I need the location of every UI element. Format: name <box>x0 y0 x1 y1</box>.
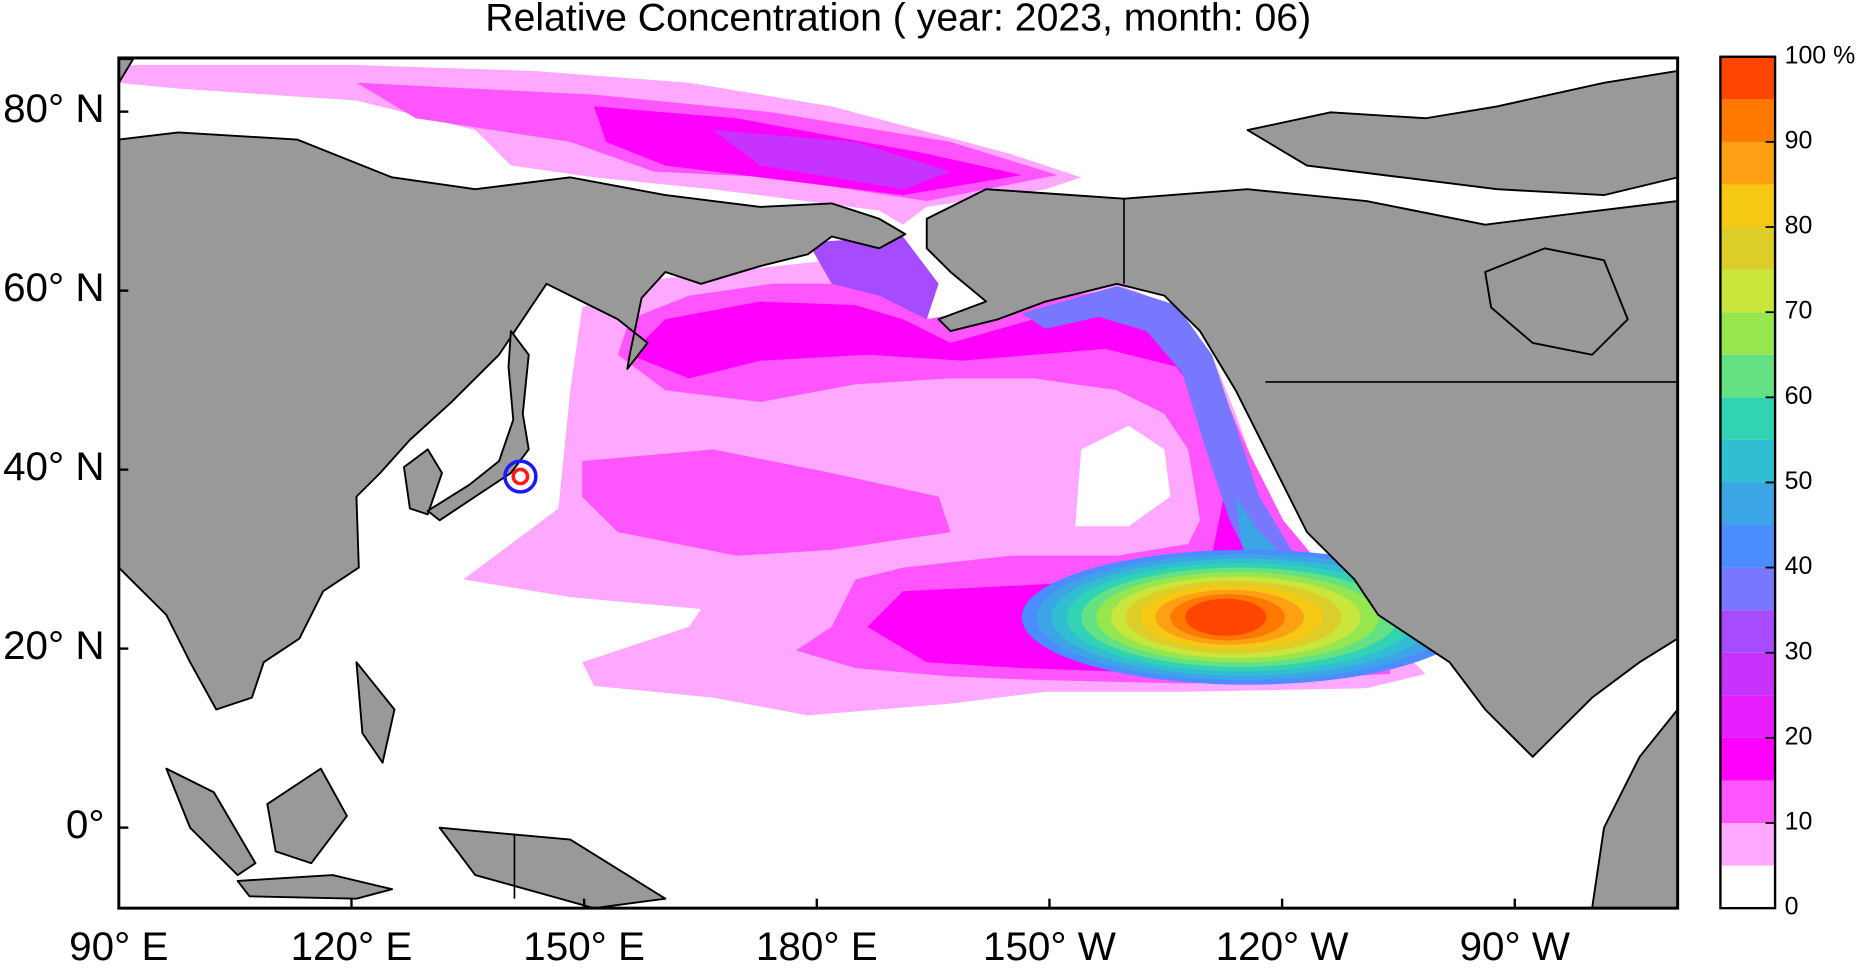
colorbar-tick-label: 20 <box>1785 722 1813 750</box>
y-tick-label: 20° N <box>3 623 104 668</box>
colorbar-tick-label: 90 <box>1785 127 1813 155</box>
x-tick-label: 120° E <box>291 924 413 969</box>
y-tick-label: 0° <box>66 802 105 847</box>
colorbar-bin <box>1720 823 1776 866</box>
land <box>266 767 348 865</box>
land <box>925 188 1678 758</box>
colorbar-bin <box>1720 99 1776 142</box>
land <box>118 131 907 711</box>
land <box>426 330 530 522</box>
colorbar-tick-label: 80 <box>1785 212 1813 240</box>
colorbar-bin <box>1720 141 1776 185</box>
land <box>403 448 443 516</box>
colorbar-tick-label: 0 <box>1785 893 1799 921</box>
release-marker <box>503 459 538 494</box>
concentration-area <box>807 236 939 320</box>
colorbar-bin <box>1720 269 1776 313</box>
colorbar-bin <box>1720 737 1776 781</box>
concentration-area <box>712 130 951 190</box>
concentration-area <box>582 449 951 556</box>
colorbar-bin <box>1720 780 1776 824</box>
colorbar-bin <box>1720 227 1776 270</box>
land <box>236 874 394 900</box>
colorbar-tick-label: 100 % <box>1785 41 1856 69</box>
colorbar-bin <box>1720 184 1776 228</box>
x-tick-label: 150° W <box>983 924 1116 969</box>
colorbar-bin <box>1720 439 1776 483</box>
land <box>1246 70 1678 197</box>
gyre <box>1021 549 1474 685</box>
land <box>1591 708 1678 909</box>
land <box>355 661 396 764</box>
colorbar-tick-label: 30 <box>1785 637 1813 665</box>
x-tick-label: 180° E <box>756 924 878 969</box>
x-tick-label: 90° E <box>69 924 168 969</box>
colorbar-bin <box>1720 695 1776 738</box>
colorbar-bin <box>1720 567 1776 611</box>
land <box>438 826 667 909</box>
y-tick-label: 40° N <box>3 444 104 489</box>
land <box>1484 247 1629 356</box>
colorbar-bin <box>1720 312 1776 355</box>
map-area <box>118 57 1678 909</box>
colorbar-tick-label: 60 <box>1785 382 1813 410</box>
colorbar-bin <box>1720 865 1776 909</box>
x-tick-label: 90° W <box>1460 924 1570 969</box>
release-marker <box>511 467 530 486</box>
colorbar-bin <box>1720 525 1776 568</box>
colorbar-bin <box>1720 56 1776 100</box>
map-frame <box>117 56 1680 910</box>
colorbar-tick-label: 50 <box>1785 467 1813 495</box>
colorbar-bin <box>1720 397 1776 440</box>
colorbar-tick-label: 70 <box>1785 297 1813 325</box>
concentration-area <box>1185 598 1267 636</box>
colorbar-bin <box>1720 610 1776 653</box>
colorbar: 0 10 20 30 40 50 60 70 80 90 100 % <box>1719 41 1856 921</box>
y-tick-label: 80° N <box>3 86 104 131</box>
y-tick-label: 60° N <box>3 265 104 310</box>
x-tick-label: 120° W <box>1216 924 1349 969</box>
x-tick-label: 150° E <box>523 924 645 969</box>
colorbar-bin <box>1720 482 1776 526</box>
colorbar-tick-label: 10 <box>1785 808 1813 836</box>
colorbar-tick-label: 40 <box>1785 552 1813 580</box>
land <box>165 767 257 876</box>
colorbar-bin <box>1720 652 1776 696</box>
colorbar-bin <box>1720 354 1776 398</box>
concentration-area <box>1075 425 1171 527</box>
title: Relative Concentration ( year: 2023, mon… <box>485 0 1311 39</box>
